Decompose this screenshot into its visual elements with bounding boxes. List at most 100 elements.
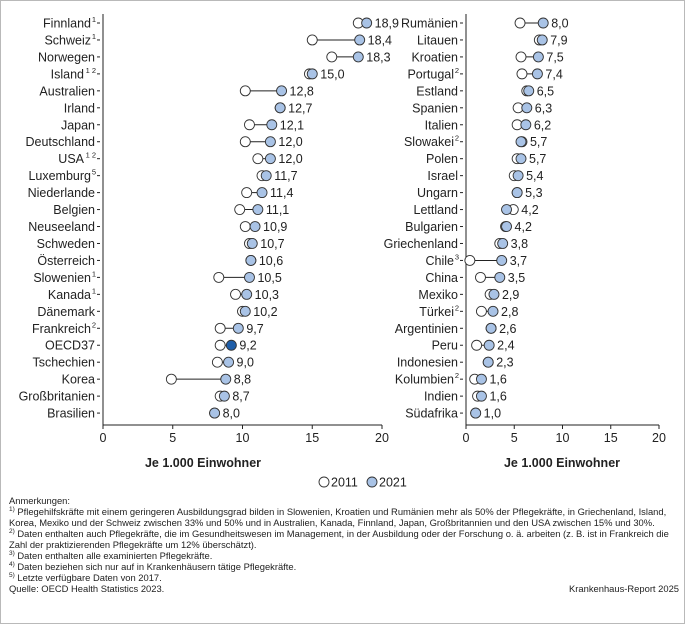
- point-2021: [536, 34, 548, 46]
- value-label: 11,4: [270, 186, 293, 200]
- value-label: 6,3: [535, 101, 552, 115]
- country-label: Dänemark: [37, 305, 95, 319]
- country-label: Chile: [426, 254, 455, 268]
- country-label: OECD37: [45, 339, 95, 353]
- x-tick-label: 10: [556, 431, 570, 445]
- value-label: 1,0: [484, 407, 501, 421]
- point-2011: [239, 221, 251, 232]
- value-label: 5,3: [525, 186, 542, 200]
- x-axis-label: Je 1.000 Einwohner: [504, 456, 620, 470]
- point-2021: [511, 187, 523, 199]
- x-tick-label: 5: [169, 431, 176, 445]
- country-footnote-ref: 2: [455, 371, 459, 380]
- country-label: Rumänien: [401, 17, 458, 31]
- country-label: China: [425, 271, 458, 285]
- country-label: Österreich: [37, 254, 95, 268]
- value-label: 11,1: [266, 203, 289, 217]
- country-footnote-ref: 1: [92, 15, 96, 24]
- value-label: 8,0: [551, 17, 568, 31]
- value-label: 12,0: [278, 152, 302, 166]
- point-2011: [252, 153, 264, 165]
- point-2021: [532, 51, 544, 63]
- point-2021: [482, 356, 494, 368]
- point-2021: [497, 238, 509, 249]
- country-label: Slowakei: [404, 135, 454, 149]
- country-footnote-ref: 1 2: [86, 151, 96, 160]
- country-label: Argentinien: [395, 322, 458, 336]
- x-tick-label: 0: [100, 431, 107, 445]
- point-2011: [214, 322, 226, 334]
- point-2021: [220, 373, 232, 385]
- country-label: Indien: [424, 390, 458, 404]
- country-footnote-ref: 1: [92, 286, 96, 295]
- point-2021: [245, 254, 257, 266]
- country-label: Belgien: [53, 203, 95, 217]
- point-2011: [239, 136, 251, 148]
- country-label: Schweden: [37, 237, 95, 251]
- country-footnote-ref: 1: [92, 269, 96, 278]
- country-label: Tschechien: [32, 356, 95, 370]
- country-label: Kolumbien: [395, 373, 454, 387]
- point-2021: [276, 85, 288, 97]
- country-label: Norwegen: [38, 50, 95, 64]
- country-label: Irland: [64, 101, 95, 115]
- country-label: Lettland: [414, 203, 459, 217]
- x-tick-label: 20: [375, 431, 389, 445]
- value-label: 8,7: [232, 390, 249, 404]
- value-label: 10,5: [257, 271, 281, 285]
- value-label: 3,7: [510, 254, 527, 268]
- source-text: Quelle: OECD Health Statistics 2023.: [9, 583, 165, 594]
- point-2021: [264, 153, 276, 165]
- point-2021: [266, 119, 278, 131]
- point-2021: [475, 373, 487, 385]
- value-label: 9,0: [237, 356, 254, 370]
- x-tick-label: 15: [604, 431, 618, 445]
- point-2021: [483, 339, 495, 351]
- point-2011: [326, 51, 338, 63]
- point-2021: [354, 34, 366, 46]
- point-2021: [264, 136, 276, 148]
- point-2011: [464, 254, 476, 266]
- value-label: 1,6: [489, 373, 506, 387]
- country-label: Großbritanien: [19, 390, 95, 404]
- country-label: Japan: [61, 118, 95, 132]
- value-label: 8,0: [223, 407, 240, 421]
- point-2021: [515, 136, 527, 148]
- footnote-item: 1) Pflegehilfskräfte mit einem geringere…: [9, 506, 679, 528]
- country-label: Korea: [62, 373, 95, 387]
- point-2021: [225, 339, 237, 351]
- country-label: Ungarn: [417, 186, 458, 200]
- footnote-text: Daten enthalten alle examinierten Pflege…: [14, 550, 213, 561]
- footnote-marker: 3): [9, 550, 15, 557]
- x-tick-label: 10: [236, 431, 250, 445]
- point-2021: [475, 390, 487, 402]
- value-label: 18,3: [366, 50, 390, 64]
- country-footnote-ref: 1: [92, 32, 96, 41]
- footnote-marker: 5): [9, 572, 15, 579]
- x-axis-label: Je 1.000 Einwohner: [145, 456, 261, 470]
- footnote-text: Daten enthalten auch Pflegekräfte, die i…: [9, 528, 669, 550]
- notes-list: 1) Pflegehilfskräfte mit einem geringere…: [9, 506, 679, 583]
- x-tick-label: 0: [463, 431, 470, 445]
- point-2021: [249, 221, 261, 232]
- country-label: Litauen: [417, 33, 458, 47]
- point-2021: [306, 68, 318, 80]
- country-label: Kanada: [48, 288, 91, 302]
- footnote-item: 2) Daten enthalten auch Pflegekräfte, di…: [9, 528, 679, 550]
- country-label: Luxemburg: [28, 169, 91, 183]
- point-2021: [537, 17, 549, 29]
- legend-marker-2021: [366, 476, 378, 488]
- value-label: 10,3: [255, 288, 279, 302]
- country-label: Israel: [427, 169, 458, 183]
- country-label: Neuseeland: [28, 220, 95, 234]
- point-2021: [352, 51, 364, 63]
- value-label: 10,9: [263, 220, 287, 234]
- country-label: Schweiz: [44, 33, 91, 47]
- point-2021: [515, 153, 527, 165]
- point-2021: [487, 305, 499, 317]
- value-label: 8,8: [234, 373, 251, 387]
- point-2011: [306, 34, 318, 46]
- source-line: Quelle: OECD Health Statistics 2023. Kra…: [9, 583, 679, 594]
- legend-label-2021: 2021: [379, 476, 407, 490]
- point-2021: [361, 17, 373, 29]
